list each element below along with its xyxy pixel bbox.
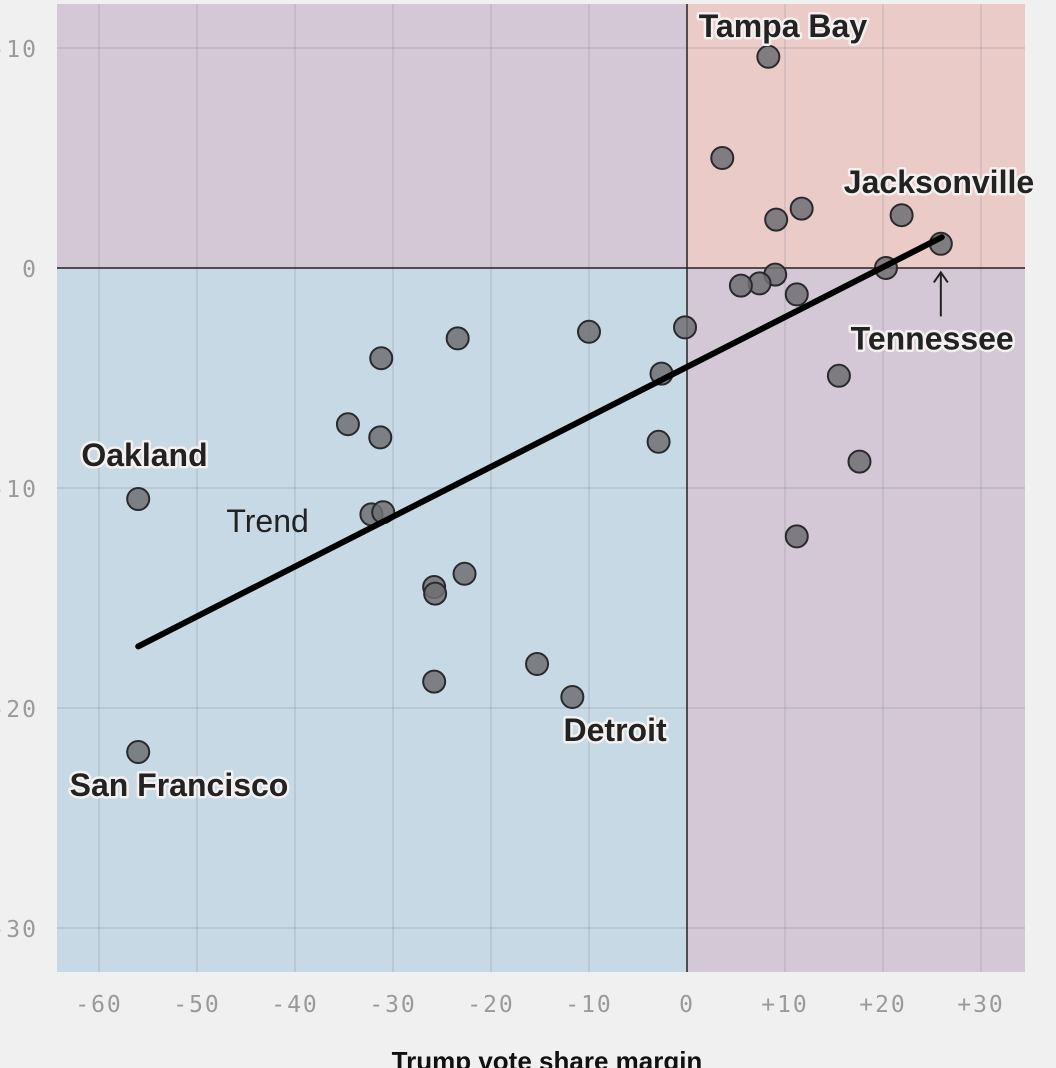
x-tick-label: -10: [565, 992, 613, 1018]
arrow-head: [933, 270, 949, 283]
trend-line: [135, 234, 945, 650]
y-tick-label: -10: [0, 37, 38, 63]
point-annotation: Tampa Bay: [699, 8, 868, 44]
point-annotations: Tampa Bay Jacksonville Tennessee Oakland San…: [67, 6, 1037, 806]
data-point: [445, 326, 470, 351]
data-point: [422, 669, 447, 694]
point-annotation: Detroit: [564, 712, 667, 748]
x-axis-tick-labels: -60 -50 -40 -30 -20 -10 0 +10 +20 +30: [75, 992, 1005, 1018]
x-tick-label: 0: [679, 992, 695, 1018]
zero-axis-lines: [57, 4, 1025, 972]
data-point: [368, 425, 393, 450]
x-tick-label: -40: [271, 992, 319, 1018]
data-point: [423, 581, 448, 606]
quadrant-top-left: [57, 4, 687, 268]
data-point: [789, 196, 814, 221]
x-tick-label: -20: [467, 992, 515, 1018]
x-tick-label: +10: [761, 992, 809, 1018]
x-tick-label: -50: [173, 992, 221, 1018]
data-point: [784, 282, 809, 307]
data-point: [847, 449, 872, 474]
quadrant-bottom-left: [57, 268, 687, 972]
y-tick-label: 0: [22, 257, 38, 283]
data-point: [577, 319, 601, 344]
data-point: [335, 412, 360, 437]
data-point: [710, 146, 735, 170]
data-point: [673, 315, 698, 340]
data-point: [826, 363, 851, 388]
tennessee-arrow: [933, 270, 949, 317]
data-point: [889, 203, 914, 228]
data-point: [764, 207, 789, 232]
x-axis-label: Trump vote share margin: [392, 1046, 703, 1068]
y-tick-label: -30: [0, 917, 38, 943]
data-point: [756, 44, 781, 69]
data-point: [525, 652, 550, 676]
x-tick-label: +20: [859, 992, 907, 1018]
point-annotation: Oakland: [81, 437, 207, 473]
quadrant-bottom-right: [687, 268, 1025, 972]
point-annotation: Tennessee: [851, 320, 1014, 356]
data-point: [728, 273, 753, 298]
x-tick-label: -60: [75, 992, 123, 1018]
trend-label: Trend: [226, 503, 308, 539]
data-point: [784, 524, 809, 549]
x-tick-label: -30: [369, 992, 417, 1018]
data-point: [560, 685, 585, 709]
gridlines: [57, 4, 1025, 972]
data-point: [126, 740, 151, 764]
y-tick-label: -10: [0, 477, 38, 503]
point-annotation: Jacksonville: [844, 164, 1034, 200]
point-annotation: San Francisco: [70, 767, 289, 803]
quadrant-top-right: [687, 4, 1025, 268]
data-point: [452, 561, 477, 586]
data-point: [126, 487, 151, 511]
quadrant-backgrounds: [57, 4, 1025, 972]
x-tick-label: +30: [957, 992, 1005, 1018]
y-tick-label: -20: [0, 697, 38, 723]
data-point: [369, 346, 394, 371]
data-points: [126, 44, 953, 764]
data-point: [646, 429, 671, 454]
y-axis-tick-labels: -10 0 -10 -20 -30: [0, 37, 38, 943]
